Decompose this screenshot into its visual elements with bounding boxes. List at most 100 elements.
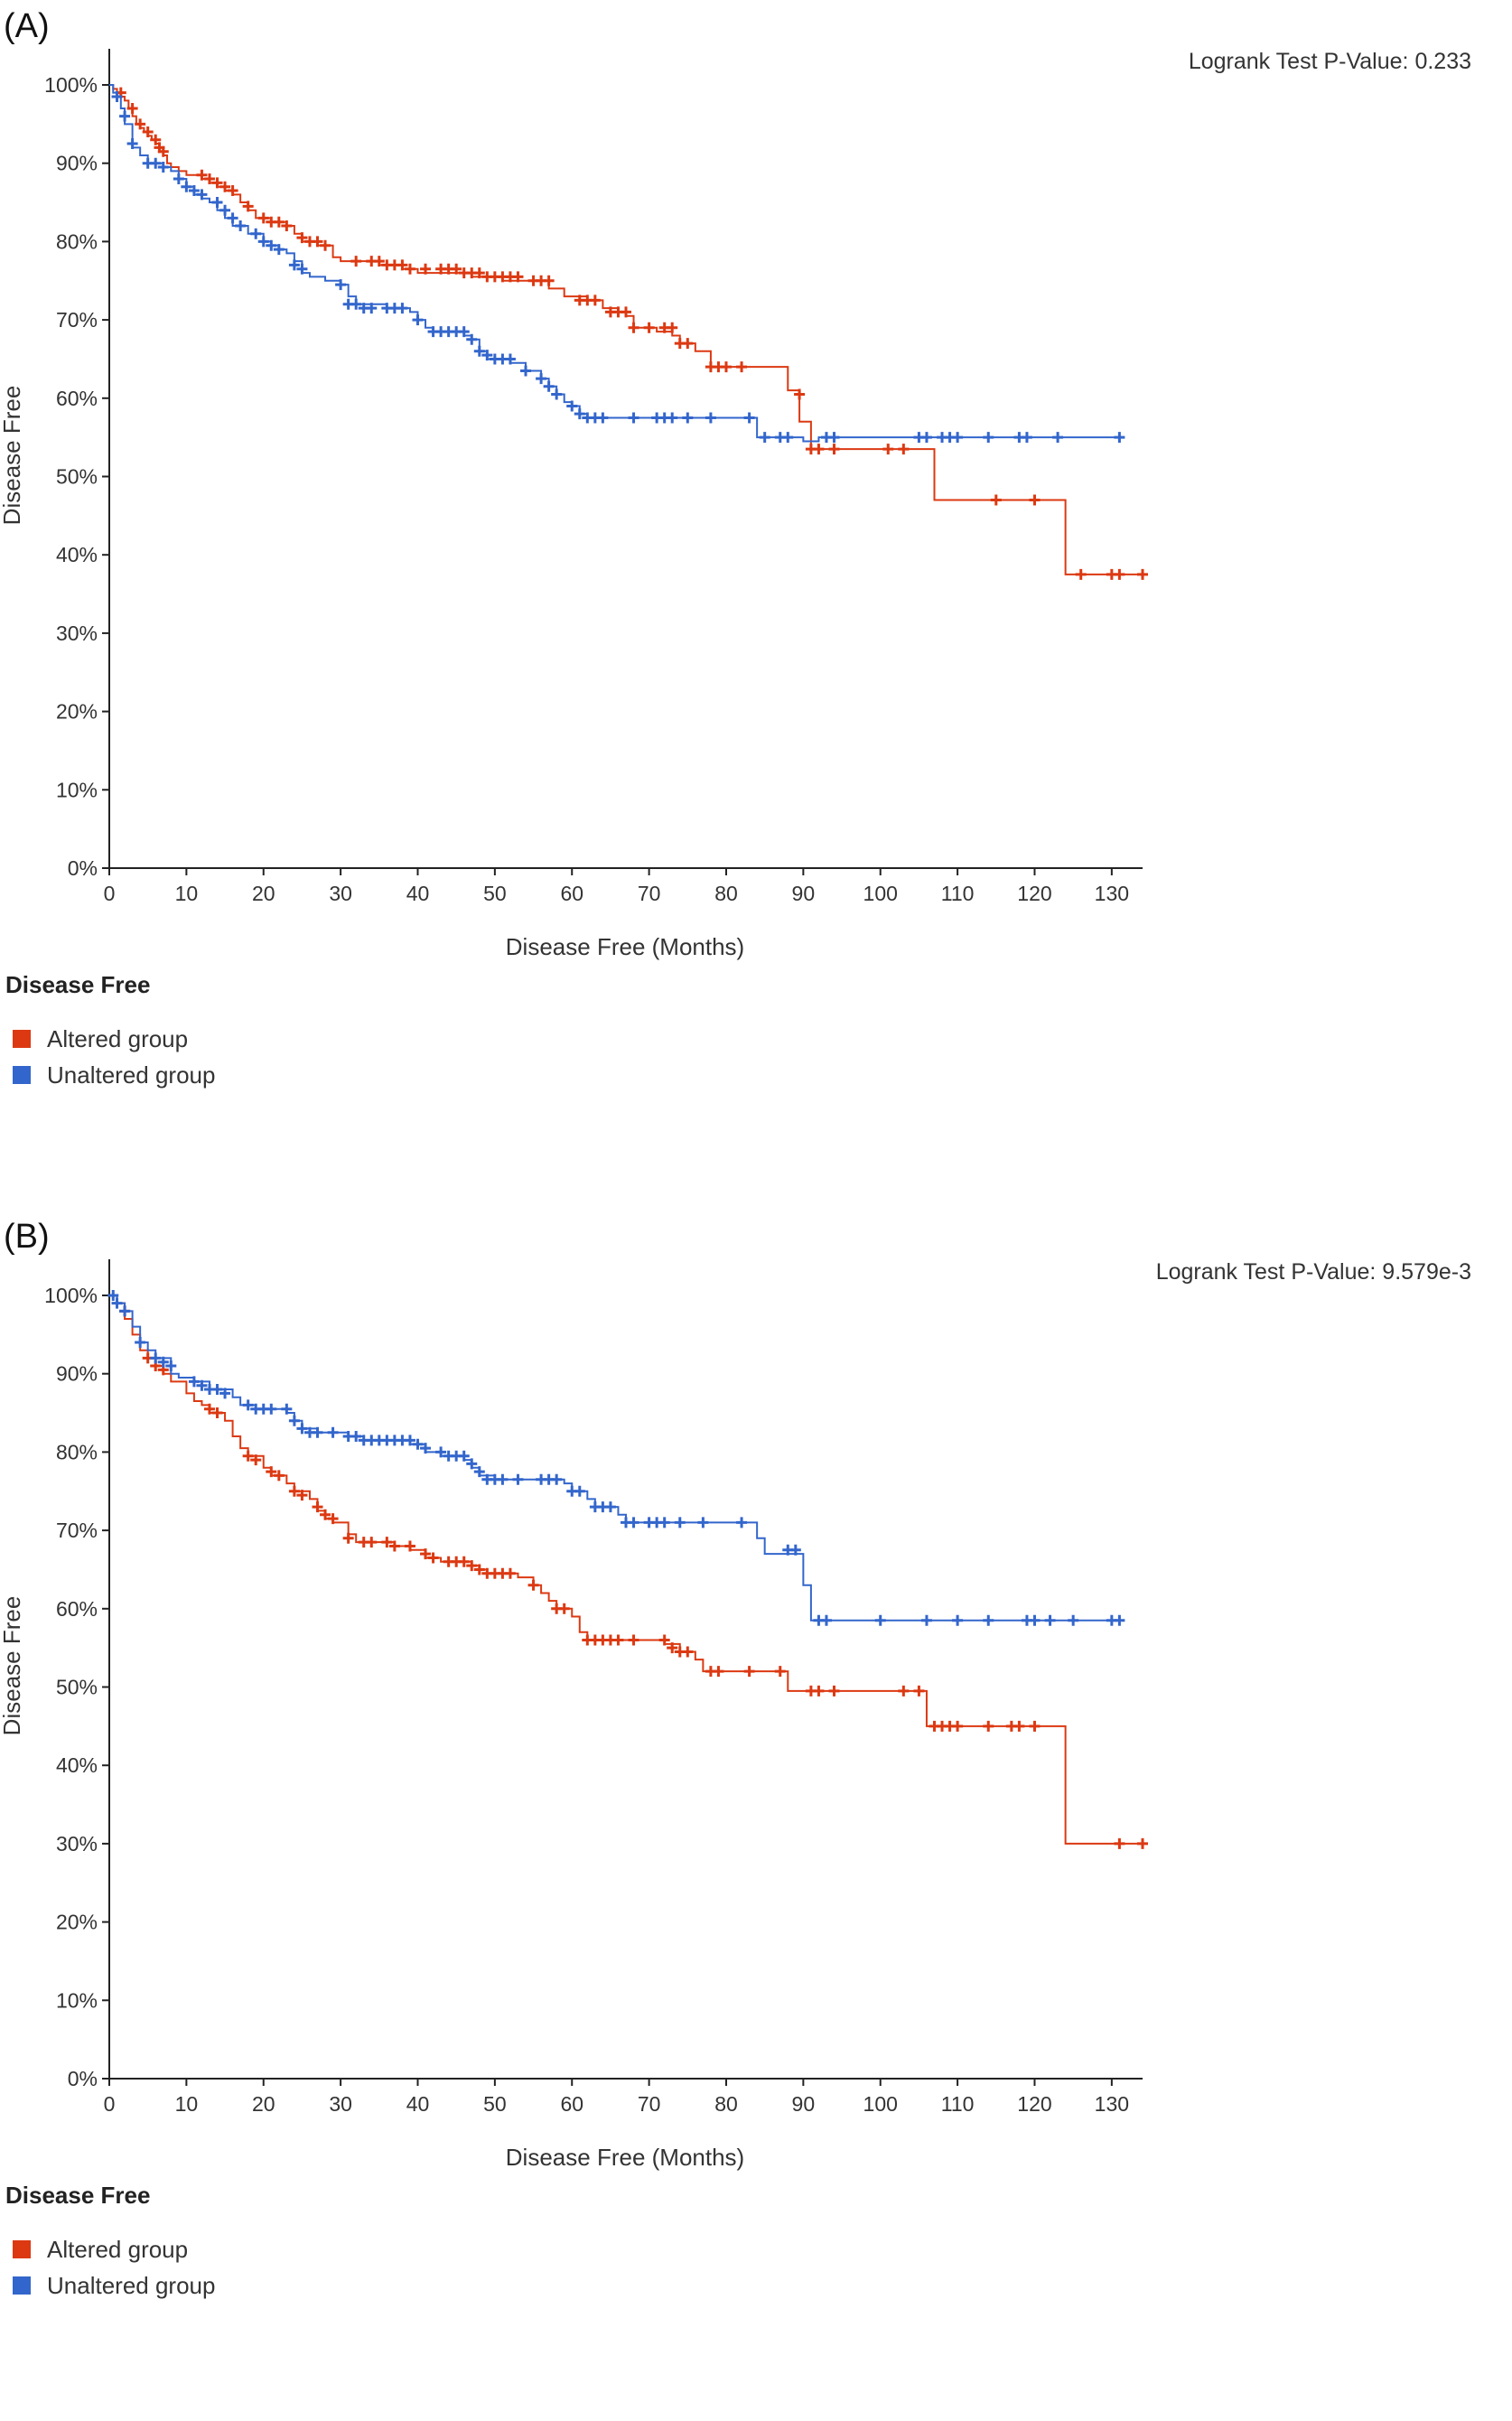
- censor-mark: [219, 181, 231, 192]
- censor-mark: [126, 103, 138, 115]
- censor-mark: [435, 1446, 447, 1458]
- censor-mark: [366, 1537, 378, 1548]
- series-unaltered: [107, 1290, 1125, 1626]
- censor-mark: [320, 1509, 331, 1520]
- y-tick-label: 40%: [56, 543, 98, 566]
- censor-mark: [1137, 1837, 1148, 1849]
- x-tick-label: 120: [1017, 2092, 1051, 2116]
- x-tick-label: 20: [252, 2092, 275, 2116]
- censor-mark: [404, 263, 415, 275]
- censor-mark: [674, 1517, 686, 1528]
- censor-mark: [782, 432, 794, 444]
- panel-a: (A) Logrank Test P-Value: 0.233 Disease …: [0, 0, 1512, 1210]
- censor-mark: [381, 1537, 393, 1548]
- censor-mark: [1029, 1614, 1041, 1626]
- legend-label-altered: Altered group: [47, 2235, 189, 2263]
- censor-mark: [412, 314, 424, 326]
- y-tick-label: 100%: [44, 1284, 98, 1307]
- censor-mark: [250, 228, 262, 239]
- altered-swatch: [13, 2240, 31, 2258]
- censor-mark: [898, 1685, 910, 1697]
- censor-mark: [266, 1403, 277, 1415]
- censor-mark: [273, 216, 285, 228]
- censor-mark: [1114, 432, 1125, 444]
- unaltered-swatch: [13, 2276, 31, 2295]
- censor-mark: [543, 275, 555, 286]
- censor-mark: [173, 173, 184, 185]
- legend-item-unaltered[interactable]: Unaltered group: [5, 2267, 215, 2304]
- y-tick-label: 50%: [56, 1676, 98, 1699]
- censor-mark: [473, 345, 485, 357]
- x-tick-label: 10: [175, 882, 199, 905]
- censor-mark: [543, 380, 555, 392]
- censor-mark: [874, 1614, 886, 1626]
- censor-mark: [219, 204, 231, 216]
- x-tick-label: 10: [175, 2092, 199, 2116]
- censor-mark: [157, 1356, 169, 1368]
- censor-mark: [1021, 432, 1032, 444]
- legend-title: Disease Free: [5, 971, 151, 998]
- x-axis-title: Disease Free (Months): [506, 2144, 744, 2171]
- censor-mark: [473, 267, 485, 279]
- censor-mark: [288, 1415, 300, 1426]
- censor-mark: [566, 400, 578, 412]
- censor-mark: [820, 1614, 832, 1626]
- legend-item-altered[interactable]: Altered group: [5, 2231, 215, 2267]
- censor-mark: [458, 326, 470, 338]
- censor-mark: [527, 1579, 539, 1591]
- censor-mark: [150, 157, 162, 169]
- legend-label-unaltered: Unaltered group: [47, 2271, 216, 2299]
- censor-mark: [119, 1305, 131, 1317]
- censor-mark: [658, 1517, 670, 1528]
- censor-mark: [165, 1360, 177, 1372]
- y-tick-label: 90%: [56, 1362, 98, 1386]
- censor-mark: [296, 1423, 308, 1435]
- censor-mark: [497, 1473, 509, 1485]
- censor-mark: [211, 1407, 223, 1419]
- censor-mark: [288, 1485, 300, 1497]
- censor-mark: [397, 303, 408, 314]
- legend-item-unaltered[interactable]: Unaltered group: [5, 1057, 215, 1093]
- censor-mark: [612, 1634, 624, 1646]
- y-tick-label: 50%: [56, 465, 98, 489]
- censor-mark: [196, 169, 208, 181]
- censor-mark: [983, 1720, 994, 1732]
- censor-mark: [373, 256, 385, 267]
- y-tick-label: 10%: [56, 1988, 98, 2012]
- censor-mark: [111, 91, 123, 103]
- censor-mark: [512, 1473, 524, 1485]
- censor-mark: [898, 444, 910, 455]
- censor-mark: [473, 1564, 485, 1575]
- x-tick-label: 70: [638, 882, 661, 905]
- panel-label: (B): [4, 1218, 50, 1256]
- legend-item-altered[interactable]: Altered group: [5, 1021, 215, 1057]
- censor-mark: [150, 1352, 162, 1364]
- censor-mark: [682, 338, 694, 350]
- censor-mark: [281, 1403, 293, 1415]
- x-tick-label: 40: [406, 2092, 430, 2116]
- censor-mark: [388, 1540, 400, 1552]
- censor-mark: [404, 1540, 415, 1552]
- censor-mark: [211, 197, 223, 209]
- censor-mark: [420, 1443, 432, 1454]
- censor-mark: [813, 1685, 825, 1697]
- censor-mark: [157, 162, 169, 173]
- censor-mark: [558, 1603, 570, 1614]
- censor-mark: [759, 432, 770, 444]
- censor-mark: [920, 432, 932, 444]
- x-tick-label: 110: [941, 882, 975, 905]
- censor-mark: [266, 1466, 277, 1478]
- y-axis-title: Disease Free: [0, 386, 25, 526]
- censor-mark: [203, 173, 215, 185]
- y-tick-label: 100%: [44, 73, 98, 97]
- x-tick-label: 40: [406, 882, 430, 905]
- censor-mark: [628, 1517, 639, 1528]
- censor-mark: [1029, 494, 1041, 506]
- censor-mark: [188, 185, 200, 197]
- censor-mark: [227, 212, 238, 224]
- censor-mark: [697, 1517, 709, 1528]
- y-tick-label: 20%: [56, 700, 98, 724]
- legend-label-altered: Altered group: [47, 1024, 189, 1052]
- censor-mark: [266, 239, 277, 251]
- censor-mark: [621, 306, 631, 318]
